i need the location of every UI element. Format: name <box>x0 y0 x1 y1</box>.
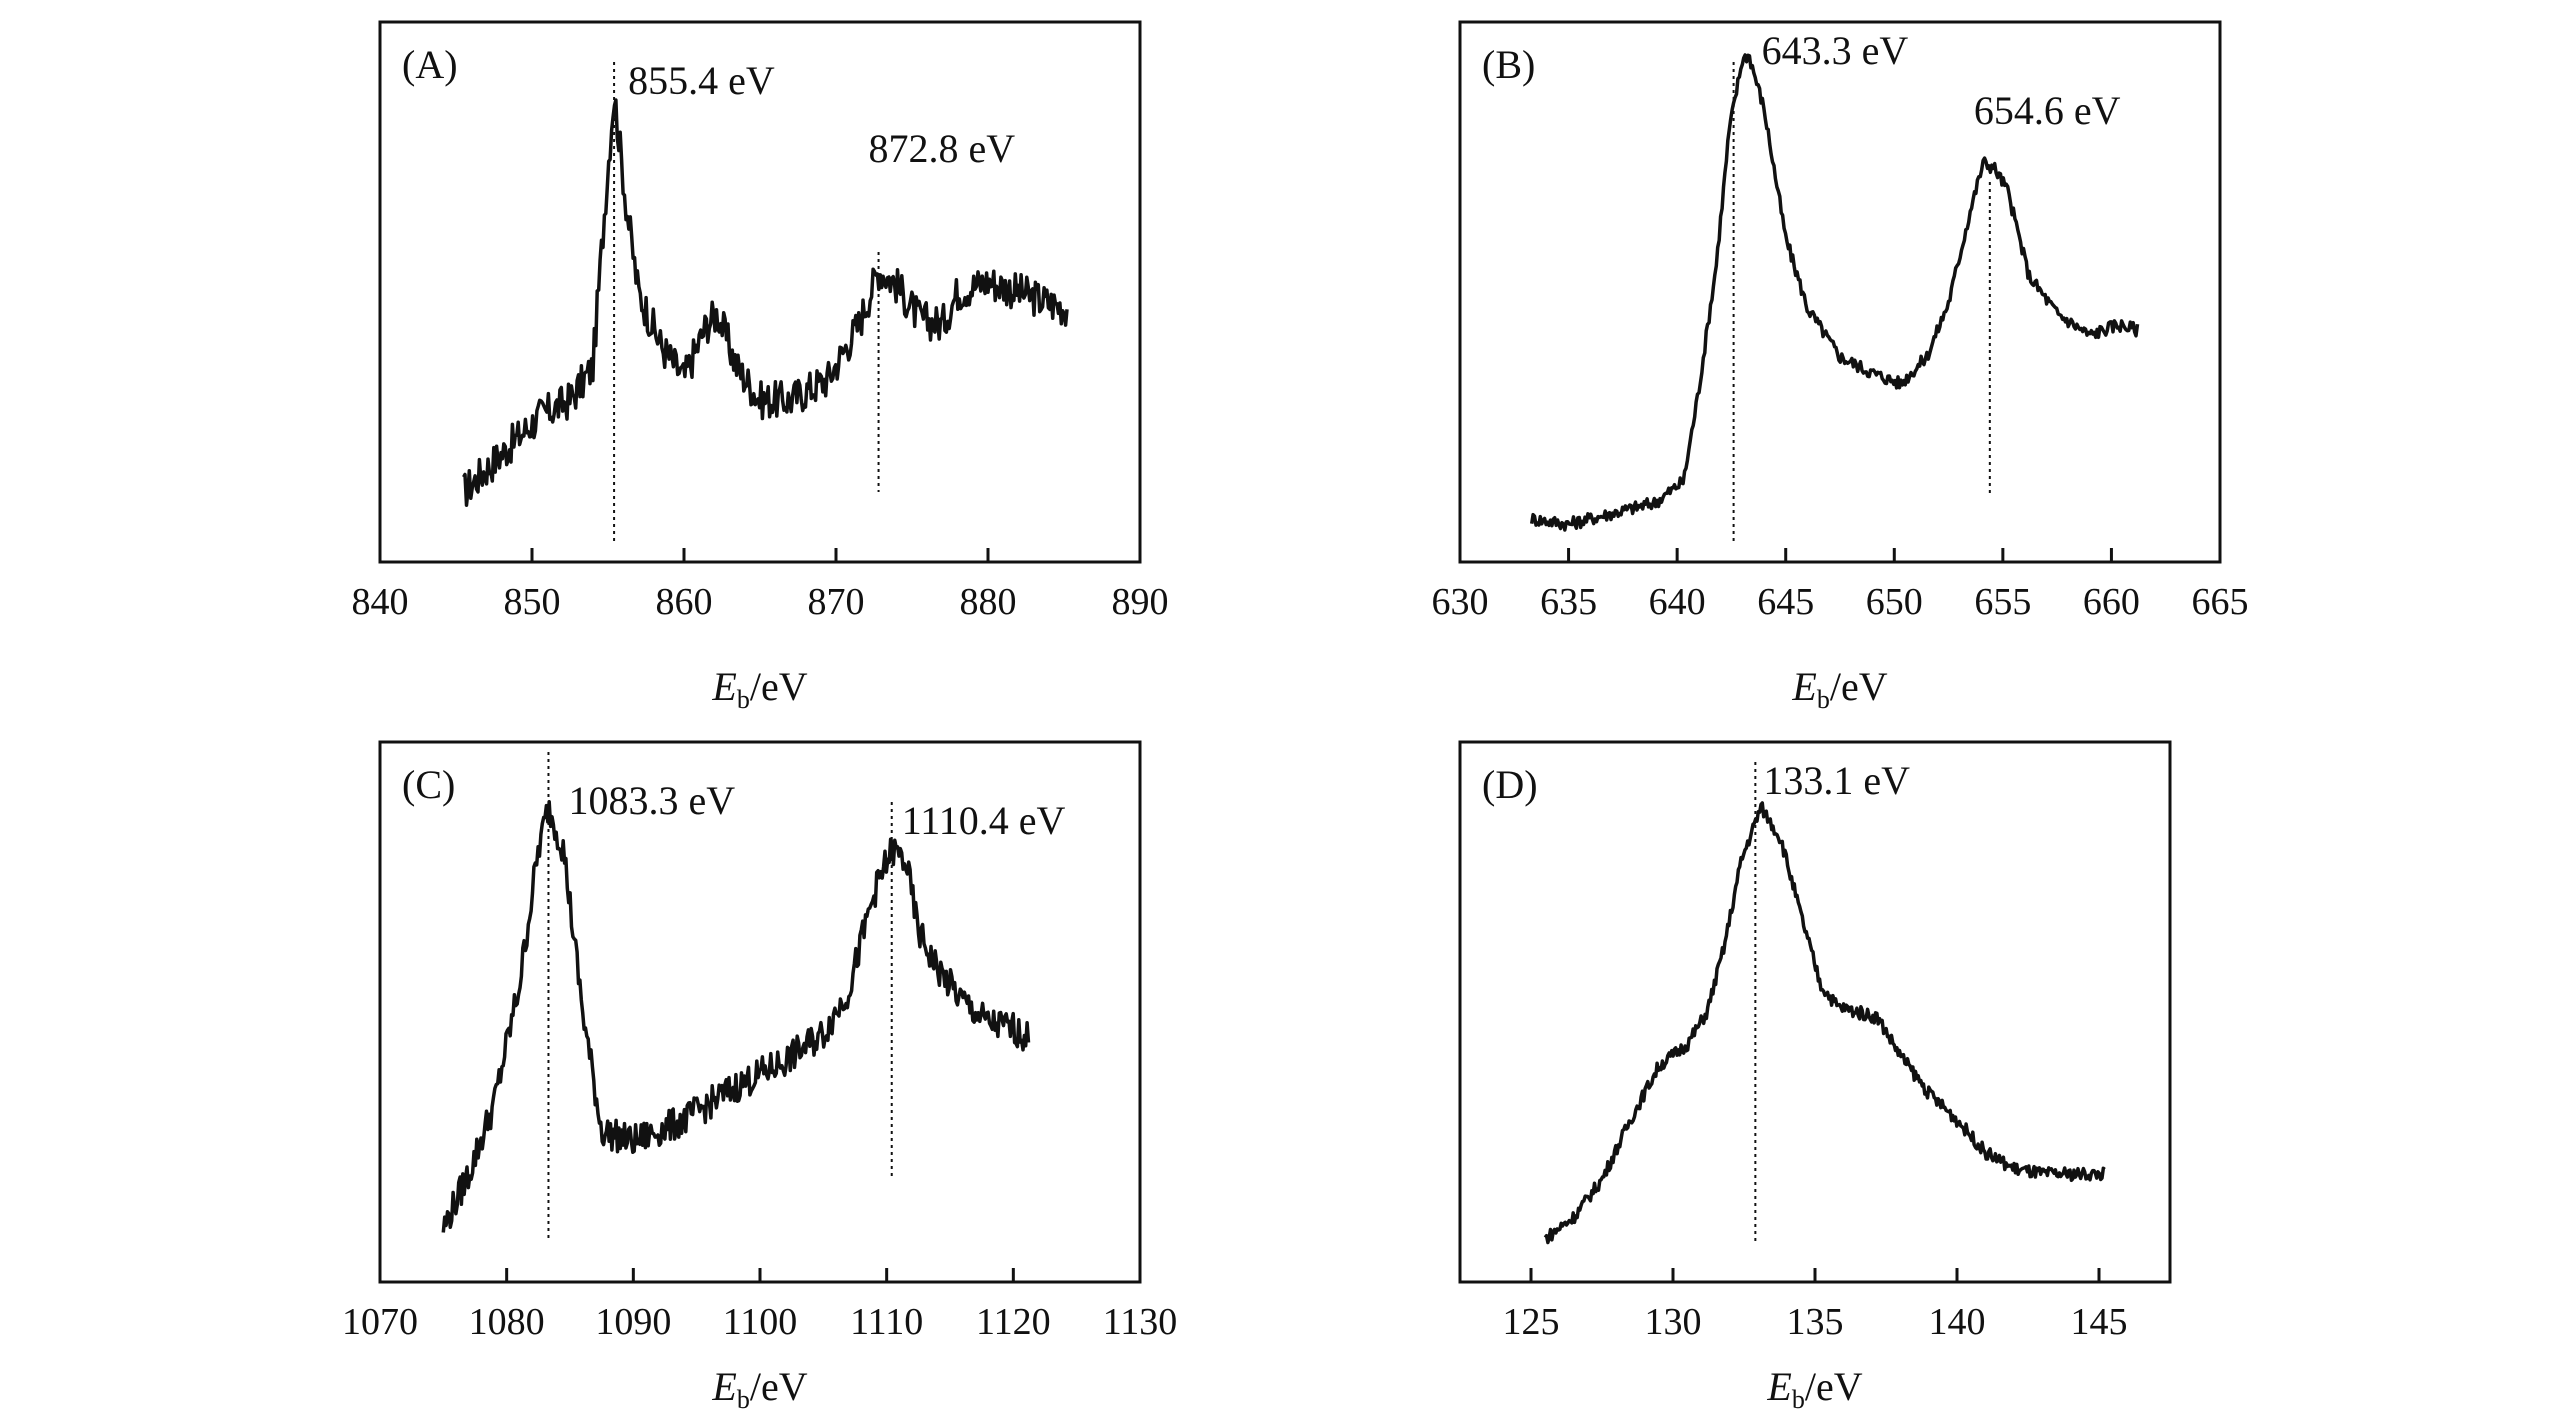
panel-a-x-tick-label: 850 <box>504 581 561 623</box>
panel-b-x-tick-label: 655 <box>1974 581 2031 623</box>
panel-d-x-ticks: 125 130 135 140 145 <box>1503 1268 2128 1343</box>
panel-a-x-tick-label: 890 <box>1112 581 1169 623</box>
panel-b-x-axis-title: Eb/eV <box>1791 664 1887 714</box>
panel-d-x-axis-unit: /eV <box>1805 1364 1863 1409</box>
panel-b-x-tick-label: 640 <box>1649 581 1706 623</box>
panel-d-x-tick-label: 130 <box>1645 1301 1702 1343</box>
panel-b-x-ticks: 630 635 640 645 650 655 660 665 <box>1432 548 2249 623</box>
panel-c-x-tick-label: 1080 <box>469 1301 545 1343</box>
panel-c-peak-label: 1110.4 eV <box>902 798 1066 843</box>
panel-a-x-axis-subscript: b <box>737 685 750 714</box>
panel-c-peak-guides <box>547 752 893 1242</box>
panel-b: 630 635 640 645 650 655 660 665 643.3 eV 654.6 e… <box>1432 20 2249 714</box>
panel-a-x-axis-unit: /eV <box>750 664 808 709</box>
panel-b-x-axis-subscript: b <box>1817 685 1830 714</box>
panel-b-x-axis-symbol: E <box>1791 664 1816 709</box>
panel-a-peak-labels: 855.4 eV 872.8 eV <box>628 58 1015 171</box>
panel-b-x-tick-label: 635 <box>1540 581 1597 623</box>
panel-a-x-axis-symbol: E <box>711 664 736 709</box>
panel-d-peak-label: 133.1 eV <box>1763 758 1910 803</box>
panel-a-x-ticks: 840 850 860 870 880 890 <box>352 548 1169 623</box>
panel-c-x-tick-label: 1090 <box>595 1301 671 1343</box>
panel-d-x-tick-label: 145 <box>2071 1301 2128 1343</box>
panel-b-x-axis-unit: /eV <box>1830 664 1888 709</box>
panel-c-x-tick-label: 1100 <box>723 1301 798 1343</box>
panel-a-x-tick-label: 870 <box>808 581 865 623</box>
panel-c-x-tick-label: 1130 <box>1103 1301 1178 1343</box>
panel-b-x-tick-label: 630 <box>1432 581 1489 623</box>
panel-d-x-axis-subscript: b <box>1792 1385 1805 1414</box>
panel-a-frame <box>378 20 1142 564</box>
panel-d-frame <box>1458 740 2172 1284</box>
panel-a-peak-guides <box>613 62 880 542</box>
panel-a-x-tick-label: 860 <box>656 581 713 623</box>
panel-c-x-tick-label: 1120 <box>976 1301 1051 1343</box>
panel-b-label: (B) <box>1482 42 1535 87</box>
panel-c-x-axis-symbol: E <box>711 1364 736 1409</box>
panel-c-spectrum-line <box>441 799 1031 1233</box>
panel-c-label: (C) <box>402 762 455 807</box>
panel-c-x-axis-unit: /eV <box>750 1364 808 1409</box>
panel-d: 125 130 135 140 145 133.1 eV (D) Eb/eV <box>1458 740 2172 1414</box>
panel-c-x-ticks: 1070 1080 1090 1100 1110 1120 1130 <box>342 1268 1177 1343</box>
panel-d-spectrum-line <box>1543 801 2106 1245</box>
panel-a-x-tick-label: 840 <box>352 581 409 623</box>
panel-b-x-tick-label: 660 <box>2083 581 2140 623</box>
panel-a-peak-label: 855.4 eV <box>628 58 775 103</box>
panel-d-peak-labels: 133.1 eV <box>1763 758 1910 803</box>
panel-c-x-axis-title: Eb/eV <box>711 1364 807 1414</box>
panel-b-x-tick-label: 645 <box>1757 581 1814 623</box>
panel-b-peak-guides <box>1732 62 1991 542</box>
panel-d-x-tick-label: 125 <box>1503 1301 1560 1343</box>
panel-a-label: (A) <box>402 42 458 87</box>
panel-b-x-tick-label: 650 <box>1866 581 1923 623</box>
panel-a-spectrum-line <box>462 98 1069 507</box>
panel-b-peak-labels: 643.3 eV 654.6 eV <box>1762 28 2121 133</box>
panel-c-peak-label: 1083.3 eV <box>568 778 735 823</box>
panel-d-x-axis-symbol: E <box>1766 1364 1791 1409</box>
panel-c-peak-labels: 1083.3 eV 1110.4 eV <box>568 778 1065 843</box>
panel-a-x-axis-title: Eb/eV <box>711 664 807 714</box>
panel-c-x-tick-label: 1110 <box>850 1301 923 1343</box>
panel-d-x-tick-label: 135 <box>1787 1301 1844 1343</box>
panel-d-x-tick-label: 140 <box>1929 1301 1986 1343</box>
panel-a-x-tick-label: 880 <box>960 581 1017 623</box>
panel-b-peak-label: 654.6 eV <box>1974 88 2121 133</box>
panel-b-frame <box>1458 20 2222 564</box>
panel-d-x-axis-title: Eb/eV <box>1766 1364 1862 1414</box>
panel-b-spectrum-line <box>1529 53 2140 532</box>
panel-b-x-tick-label: 665 <box>2192 581 2249 623</box>
panel-d-label: (D) <box>1482 762 1538 807</box>
panel-c: 1070 1080 1090 1100 1110 1120 1130 1083.3 eV 11… <box>342 740 1177 1414</box>
panel-c-x-axis-subscript: b <box>737 1385 750 1414</box>
panel-c-x-tick-label: 1070 <box>342 1301 418 1343</box>
panel-a-peak-label: 872.8 eV <box>869 126 1016 171</box>
panel-b-peak-label: 643.3 eV <box>1762 28 1909 73</box>
